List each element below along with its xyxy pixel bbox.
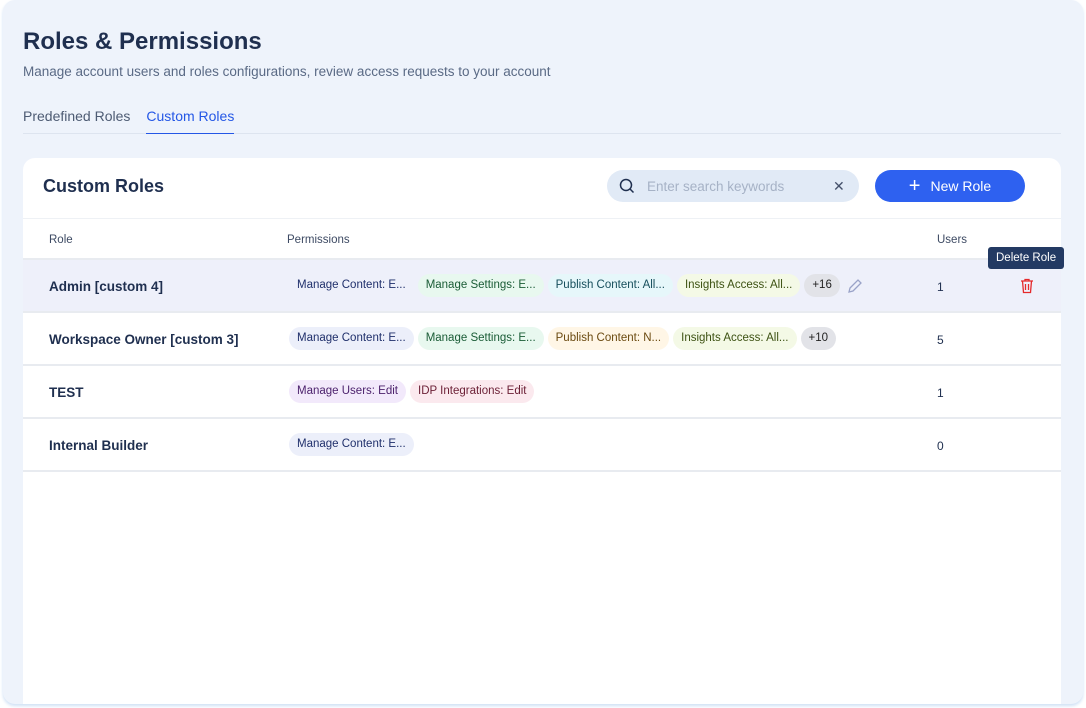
custom-roles-card: Custom Roles ✕ + New Role Role Permission… [23,158,1061,704]
permission-chip[interactable]: Manage Users: Edit [289,380,406,403]
card-title: Custom Roles [43,176,165,196]
permission-chip[interactable]: Publish Content: N... [547,327,670,350]
trash-icon[interactable] [1020,278,1034,294]
users-count: 1 [937,280,944,294]
page: Roles & Permissions Manage account users… [3,0,1083,704]
permission-chip[interactable]: Publish Content: All... [547,274,673,297]
permission-chips: Manage Content: E... Manage Settings: E..… [289,327,837,350]
page-subtitle: Manage account users and roles configura… [23,64,551,79]
new-role-button[interactable]: + New Role [875,170,1025,202]
search-box: ✕ [607,170,859,202]
users-count: 5 [937,333,944,347]
table-row[interactable]: TEST Manage Users: Edit IDP Integrations: … [23,366,1061,419]
delete-role-tooltip: Delete Role [988,247,1065,269]
users-count: 1 [937,386,944,400]
role-name: TEST [49,385,84,400]
permission-chip[interactable]: Insights Access: All... [673,327,797,350]
role-name: Workspace Owner [custom 3] [49,332,239,347]
edit-icon[interactable] [846,277,864,295]
permission-chip[interactable]: Manage Content: E... [289,327,414,350]
more-permissions-badge[interactable]: +10 [800,327,837,350]
column-users: Users [937,234,968,246]
permission-chips: Manage Content: E... Manage Settings: E..… [289,274,864,297]
table-row[interactable]: Admin [custom 4] Manage Content: E... Mana… [23,260,1061,313]
search-input[interactable] [647,178,827,194]
permission-chips: Manage Users: Edit IDP Integrations: Edit [289,380,535,403]
role-name: Admin [custom 4] [49,279,164,294]
users-count: 0 [937,439,944,453]
permission-chip[interactable]: IDP Integrations: Edit [410,380,535,403]
search-icon [619,178,635,194]
tab-predefined-roles[interactable]: Predefined Roles [23,108,131,124]
permission-chips: Manage Content: E... [289,433,414,456]
role-name: Internal Builder [49,438,149,453]
permission-chip[interactable]: Manage Content: E... [289,433,414,456]
column-permissions: Permissions [287,234,350,246]
table-header: Role Permissions Users [23,218,1061,260]
permission-chip[interactable]: Manage Settings: E... [417,274,544,297]
column-role: Role [49,234,73,246]
new-role-label: New Role [930,178,992,194]
permission-chip[interactable]: Manage Content: E... [289,274,414,297]
plus-icon: + [908,175,921,197]
more-permissions-badge[interactable]: +16 [804,274,840,297]
tab-custom-roles[interactable]: Custom Roles [146,108,235,134]
permission-chip[interactable]: Insights Access: All... [676,274,801,297]
table-row[interactable]: Internal Builder Manage Content: E... 0 [23,419,1061,472]
tabs: Predefined Roles Custom Roles [23,108,1061,134]
permission-chip[interactable]: Manage Settings: E... [417,327,544,350]
page-title: Roles & Permissions [23,28,262,55]
clear-icon[interactable]: ✕ [833,177,845,194]
table-row[interactable]: Workspace Owner [custom 3] Manage Content… [23,313,1061,366]
